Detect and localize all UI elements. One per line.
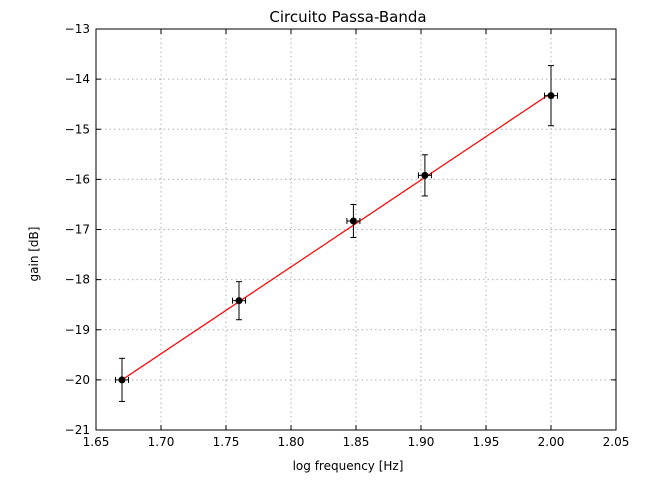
x-axis-label: log frequency [Hz] — [293, 459, 404, 473]
x-tick-label: 1.90 — [408, 435, 435, 449]
data-marker — [235, 297, 243, 305]
data-point — [232, 281, 246, 321]
x-tick-label: 1.80 — [278, 435, 305, 449]
fit-line-layer — [121, 92, 552, 381]
grid-lines — [96, 29, 616, 430]
x-tick-label: 1.70 — [148, 435, 175, 449]
x-tick-label: 1.85 — [343, 435, 370, 449]
y-tick-label: −15 — [65, 122, 90, 136]
x-tick-label: 1.65 — [83, 435, 110, 449]
data-marker — [118, 376, 126, 384]
x-tick-label: 1.95 — [473, 435, 500, 449]
y-tick-label: −16 — [65, 172, 90, 186]
y-ticks: −13 −14 −15 −16 −17 −18 −19 −20 −21 — [65, 22, 616, 437]
y-tick-label: −20 — [65, 373, 90, 387]
y-tick-label: −13 — [65, 22, 90, 36]
x-ticks: 1.65 1.70 1.75 1.80 1.85 1.90 1.95 2.00 2.05 — [83, 29, 630, 449]
fit-line — [121, 92, 552, 381]
y-tick-label: −17 — [65, 223, 90, 237]
data-point — [346, 203, 361, 239]
y-axis-label: gain [dB] — [27, 227, 41, 282]
data-points-layer — [115, 65, 558, 402]
data-point — [115, 357, 129, 402]
y-tick-label: −18 — [65, 273, 90, 287]
data-point — [417, 154, 432, 197]
data-marker — [421, 171, 429, 179]
x-tick-label: 2.05 — [603, 435, 630, 449]
y-tick-label: −14 — [65, 72, 90, 86]
data-marker — [547, 92, 555, 100]
x-tick-label: 2.00 — [538, 435, 565, 449]
y-tick-label: −19 — [65, 323, 90, 337]
y-tick-label: −21 — [65, 423, 90, 437]
chart-title: Circuito Passa-Banda — [269, 8, 426, 26]
x-tick-label: 1.75 — [213, 435, 240, 449]
data-point — [544, 65, 558, 127]
data-marker — [349, 217, 357, 225]
